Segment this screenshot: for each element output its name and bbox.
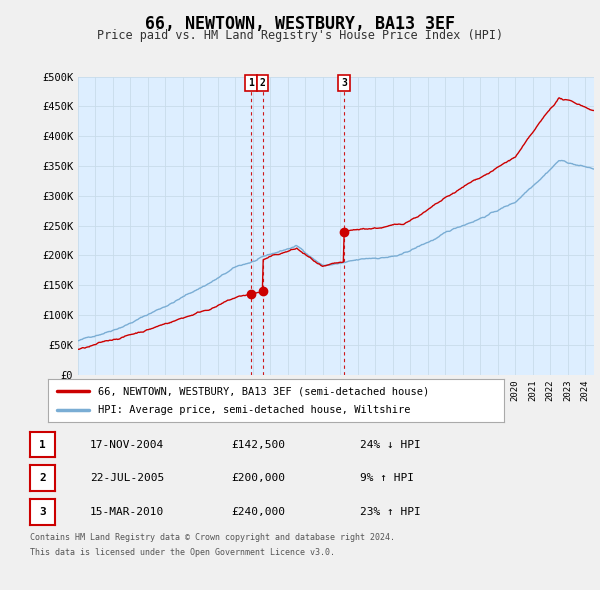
- Text: £240,000: £240,000: [231, 507, 285, 517]
- Text: 17-NOV-2004: 17-NOV-2004: [90, 440, 164, 450]
- Text: 66, NEWTOWN, WESTBURY, BA13 3EF (semi-detached house): 66, NEWTOWN, WESTBURY, BA13 3EF (semi-de…: [98, 386, 430, 396]
- Text: £142,500: £142,500: [231, 440, 285, 450]
- Text: Price paid vs. HM Land Registry's House Price Index (HPI): Price paid vs. HM Land Registry's House …: [97, 30, 503, 42]
- Text: 2: 2: [260, 78, 265, 88]
- Text: 9% ↑ HPI: 9% ↑ HPI: [360, 473, 414, 483]
- Text: 66, NEWTOWN, WESTBURY, BA13 3EF: 66, NEWTOWN, WESTBURY, BA13 3EF: [145, 15, 455, 33]
- Text: HPI: Average price, semi-detached house, Wiltshire: HPI: Average price, semi-detached house,…: [98, 405, 410, 415]
- Text: 3: 3: [39, 507, 46, 517]
- Text: 1: 1: [39, 440, 46, 450]
- Text: This data is licensed under the Open Government Licence v3.0.: This data is licensed under the Open Gov…: [30, 548, 335, 557]
- Text: 22-JUL-2005: 22-JUL-2005: [90, 473, 164, 483]
- Text: 23% ↑ HPI: 23% ↑ HPI: [360, 507, 421, 517]
- Text: £200,000: £200,000: [231, 473, 285, 483]
- Text: Contains HM Land Registry data © Crown copyright and database right 2024.: Contains HM Land Registry data © Crown c…: [30, 533, 395, 542]
- Text: 3: 3: [341, 78, 347, 88]
- Text: 15-MAR-2010: 15-MAR-2010: [90, 507, 164, 517]
- Text: 24% ↓ HPI: 24% ↓ HPI: [360, 440, 421, 450]
- Text: 1: 1: [248, 78, 254, 88]
- Text: 2: 2: [39, 473, 46, 483]
